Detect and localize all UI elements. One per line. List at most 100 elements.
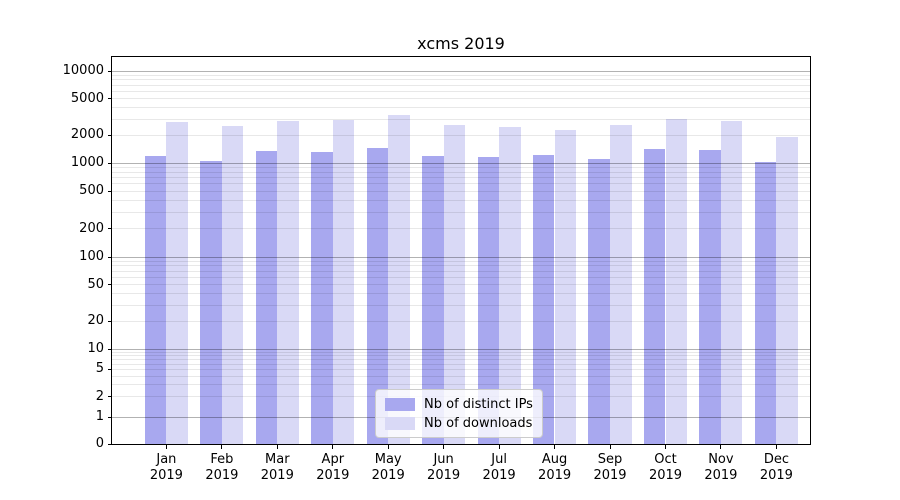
gridline-major [112,256,810,258]
y-tick-label: 5 [95,361,104,377]
gridline-minor [112,84,810,86]
bar-distinct-ips-dec [754,161,777,444]
y-tick-mark [108,134,112,136]
gridline-minor [112,211,810,213]
gridline-minor [112,304,810,306]
gridline-minor [112,171,810,173]
gridline-minor [112,166,810,168]
y-tick-mark [108,190,112,192]
x-tick-mark [720,445,722,449]
x-tick-mark [332,445,334,449]
gridline-minor [112,375,810,377]
bar-distinct-ips-feb [200,160,222,444]
legend-swatch-distinct-ips-icon [385,397,415,411]
y-tick-label: 1 [95,409,104,424]
x-tick-label-apr: Apr 2019 [316,452,350,483]
gridline-major [112,348,810,350]
x-tick-label-aug: Aug 2019 [538,452,572,483]
gridline-minor [112,351,810,353]
gridline-minor [112,177,810,179]
y-tick-mark [108,284,112,286]
bar-distinct-ips-may [366,147,389,444]
gridline-minor [112,199,810,201]
y-tick-mark [108,443,112,445]
bar-distinct-ips-oct [643,148,666,444]
x-tick-mark [387,445,389,449]
bar-distinct-ips-jul [477,157,500,444]
y-tick-label: 5000 [70,90,104,106]
y-tick-label: 500 [79,183,104,199]
bar-downloads-mar [277,120,299,444]
bar-downloads-may [388,114,410,444]
bar-downloads-aug [554,130,577,444]
gridline-minor [112,363,810,365]
x-tick-label-sep: Sep 2019 [593,452,627,483]
bar-downloads-apr [332,119,355,444]
y-tick-label: 20 [87,313,104,329]
x-tick-label-may: May 2019 [371,452,405,483]
gridline-minor [112,79,810,81]
x-tick-mark [665,445,666,449]
x-tick-label-feb: Feb 2019 [205,452,239,483]
x-tick-label-dec: Dec 2019 [759,452,793,483]
x-tick-label-jan: Jan 2019 [149,452,183,483]
gridline-minor [112,384,810,386]
gridline-minor [112,183,810,185]
gridline-minor [112,293,810,295]
gridline-minor [112,107,810,109]
gridline-minor [112,265,810,267]
legend-label-distinct-ips: Nb of distinct IPs [424,396,533,412]
bar-distinct-ips-sep [588,158,610,444]
bar-downloads-jan [166,122,188,444]
gridline-minor [112,134,810,136]
y-tick-mark [108,256,112,258]
gridline-minor [112,228,810,230]
y-tick-label: 2 [95,388,104,404]
plot-area: Nb of distinct IPs Nb of downloads [111,56,811,445]
x-tick-label-jun: Jun 2019 [427,452,461,483]
gridline-minor [112,270,810,272]
bar-distinct-ips-jun [422,155,444,444]
x-tick-mark [165,445,167,449]
gridline-minor [112,284,810,286]
y-tick-mark [108,320,112,322]
y-tick-mark [108,416,112,418]
y-tick-label: 2000 [70,127,104,143]
bar-downloads-oct [665,119,688,444]
bar-distinct-ips-mar [255,150,278,444]
gridline-major [112,70,810,72]
gridline-minor [112,369,810,370]
x-tick-mark [609,445,611,449]
bar-downloads-jul [499,126,521,444]
bar-distinct-ips-apr [311,151,333,444]
gridline-minor [112,90,810,92]
y-tick-label: 10000 [62,63,104,78]
y-tick-mark [108,70,112,72]
y-tick-label: 50 [87,276,104,292]
bar-distinct-ips-jan [144,156,167,444]
gridline-minor [112,276,810,278]
y-tick-mark [108,348,112,350]
x-tick-mark [221,445,223,449]
legend-label-downloads: Nb of downloads [424,415,533,431]
y-tick-mark [108,98,112,100]
bar-downloads-nov [720,121,743,444]
bar-downloads-feb [221,126,244,444]
bar-distinct-ips-aug [532,154,555,444]
x-tick-mark [276,445,278,449]
x-tick-mark [443,445,445,449]
gridline-minor [112,74,810,76]
bar-downloads-sep [610,124,632,444]
x-tick-mark [554,445,556,449]
gridline-minor [112,98,810,100]
legend-swatch-downloads-icon [385,416,415,430]
y-tick-label: 100 [79,249,104,264]
x-tick-label-nov: Nov 2019 [704,452,738,483]
y-tick-label: 0 [95,436,104,451]
x-tick-mark [498,445,500,449]
y-tick-mark [108,396,112,398]
y-tick-mark [108,368,112,370]
x-tick-mark [775,445,777,449]
bar-downloads-jun [443,125,466,444]
